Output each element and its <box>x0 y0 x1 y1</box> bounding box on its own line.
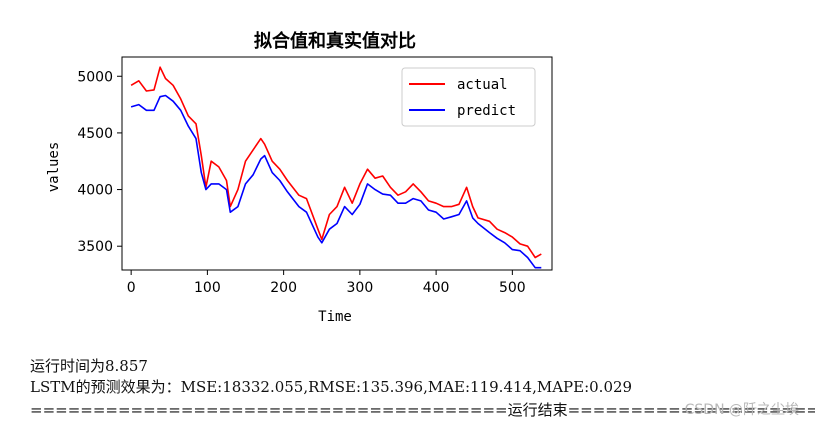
x-tick-label: 200 <box>270 280 297 296</box>
x-tick-label: 500 <box>499 280 526 296</box>
y-tick-label: 4500 <box>77 126 113 142</box>
fit-comparison-chart: 拟合值和真实值对比 0 100 200 300 400 500 3500 4000 4500 50… <box>46 30 553 325</box>
x-tick-label: 300 <box>347 280 374 296</box>
x-axis-label: Time <box>318 309 352 325</box>
series-line-predict <box>130 94 542 269</box>
y-tick-label: 4000 <box>77 183 113 199</box>
x-tick-label: 0 <box>127 280 136 296</box>
metrics-output: LSTM的预测效果为：MSE:18332.055,RMSE:135.396,MA… <box>30 378 633 396</box>
x-tick-label: 100 <box>194 280 221 296</box>
plot-frame <box>121 56 553 271</box>
chart-title: 拟合值和真实值对比 <box>254 30 416 52</box>
runtime-output: 运行时间为8.857 <box>30 357 148 375</box>
legend: actual predict <box>401 67 536 127</box>
x-tick-label: 400 <box>423 280 450 296</box>
y-tick-label: 5000 <box>77 69 113 85</box>
legend-predict-label: predict <box>457 103 516 119</box>
legend-box <box>401 67 536 127</box>
run-end-separator: ======================================运行… <box>30 401 815 419</box>
y-axis-label: values <box>46 142 62 193</box>
plot-area: 0 100 200 300 400 500 3500 4000 4500 5000 <box>77 56 553 296</box>
y-tick-label: 3500 <box>77 239 113 255</box>
legend-actual-label: actual <box>457 77 508 93</box>
csdn-watermark: CSDN @阡之尘埃 <box>684 402 799 418</box>
series-line-actual <box>130 66 542 259</box>
